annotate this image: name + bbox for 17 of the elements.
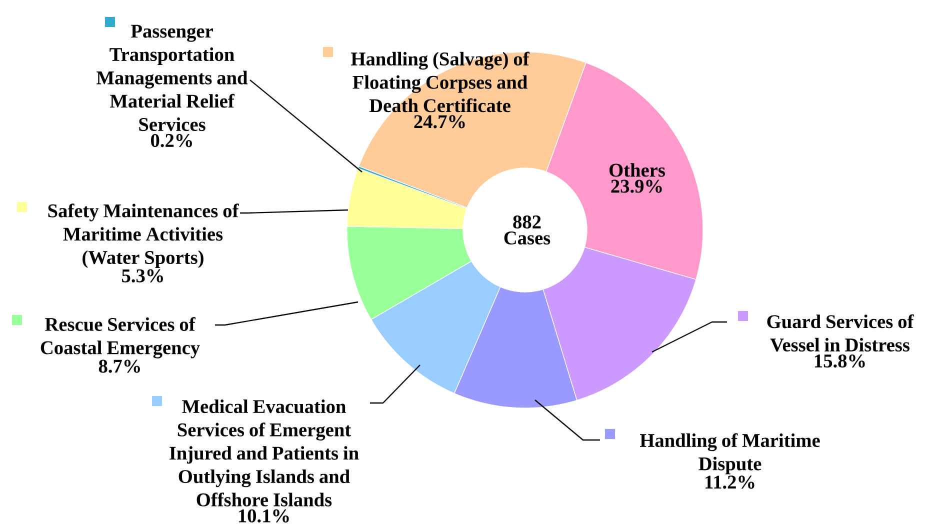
data-label: 5.3% [122, 269, 163, 282]
data-label: 8.7% [98, 360, 140, 373]
legend-label: Handling of Maritime Dispute [640, 433, 820, 474]
legend-label: Guard Services of Vessel in Distress [767, 314, 914, 352]
text: 882 Cases [504, 215, 550, 245]
data-label: 11.2% [706, 476, 754, 489]
data-label: 10.1% [238, 509, 289, 522]
slice-label: Others [609, 163, 665, 177]
legend-label: Medical Evacuation Services of Emergent Injured and Patients in Outlying Islands and Offshore Islands [170, 399, 359, 506]
data-label: 23.9% [611, 180, 662, 193]
legend-label: Handling (Salvage) of Floating Corpses and Death Certificate [351, 52, 530, 112]
legend-label: Rescue Services of Coastal Emergency [40, 317, 200, 358]
data-label: 0.2% [150, 134, 192, 148]
legend-label: Safety Maintenances of Maritime Activities (Water Sports) [48, 204, 239, 268]
data-label: 15.8% [814, 354, 865, 368]
data-label: 24.7% [414, 115, 465, 128]
legend-label: Passenger Transportation Managements and Material Relief Services [96, 24, 248, 132]
